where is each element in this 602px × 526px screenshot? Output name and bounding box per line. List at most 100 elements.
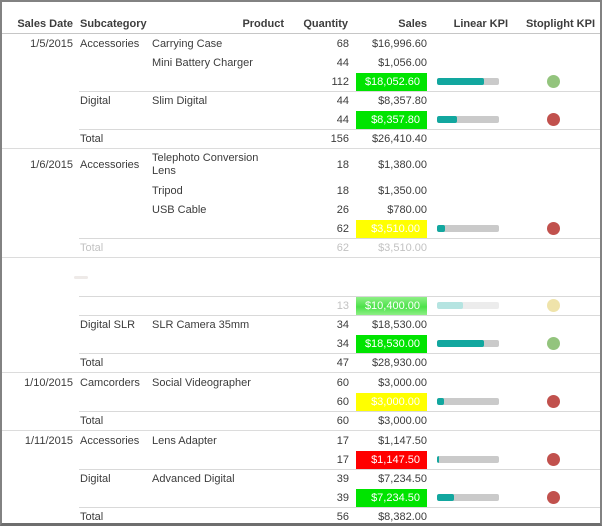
linear-kpi-gauge — [437, 78, 499, 85]
cell-sales: $18,052.60 — [352, 72, 434, 91]
cell-quantity: 18 — [336, 159, 349, 171]
cell-quantity: 34 — [336, 337, 349, 350]
table-row: Total 62 $3,510.00 — [2, 238, 600, 257]
cell-quantity: 44 — [336, 94, 349, 107]
cell-stoplight-kpi — [516, 299, 600, 312]
cell-quantity: 62 — [336, 241, 349, 254]
cell-linear-kpi — [434, 456, 516, 463]
linear-kpi-fill — [437, 456, 440, 463]
table-row: 34 $18,530.00 — [2, 334, 600, 353]
cell-sales-date: 1/10/2015 — [24, 376, 73, 389]
cell-product: Lens Adapter — [152, 434, 217, 447]
cell-subcategory: Accessories — [80, 37, 140, 50]
linear-kpi-gauge — [437, 340, 499, 347]
stoplight-red-indicator — [546, 113, 560, 126]
cell-linear-kpi — [434, 398, 516, 405]
cell-sales-date: 1/5/2015 — [30, 37, 73, 50]
linear-kpi-gauge — [437, 494, 499, 501]
cell-sales: $8,382.00 — [378, 510, 427, 523]
table-row: 1/6/2015 Accessories Telephoto Conversion … — [2, 148, 600, 181]
linear-kpi-fill — [437, 340, 484, 347]
cell-quantity: 156 — [330, 132, 349, 145]
table-row: Total 156 $26,410.40 — [2, 129, 600, 148]
cell-quantity: 60 — [336, 395, 349, 408]
cell-quantity: 39 — [336, 472, 349, 485]
cell-sales: $18,530.00 — [352, 334, 434, 353]
cell-quantity: 26 — [336, 203, 349, 216]
cell-stoplight-kpi — [516, 395, 600, 408]
table-row: 112 $18,052.60 — [2, 72, 600, 91]
cell-product: Mini Battery Charger — [152, 56, 253, 69]
cell-linear-kpi — [434, 340, 516, 347]
table-row: Total 56 $8,382.00 — [2, 507, 600, 523]
column-header-quantity: Quantity — [303, 18, 348, 30]
column-header-linear-kpi: Linear KPI — [453, 18, 508, 30]
linear-kpi-fill — [437, 78, 484, 85]
table-row: Tripod 18 $1,350.00 — [2, 181, 600, 200]
cell-quantity: 17 — [336, 434, 349, 447]
cell-quantity: 62 — [336, 222, 349, 235]
cell-quantity: 56 — [336, 510, 349, 523]
cell-product: Carrying Case — [152, 37, 223, 50]
cell-sales: $10,400.00 — [352, 296, 434, 315]
cell-sales: $7,234.50 — [378, 472, 427, 485]
cell-quantity: 13 — [336, 299, 349, 312]
cell-product: Slim Digital — [152, 94, 208, 107]
cell-sales: $780.00 — [387, 203, 427, 216]
table-row: 13 $10,400.00 — [2, 296, 600, 315]
cell-quantity: 47 — [336, 356, 349, 369]
cell-quantity: 18 — [336, 184, 349, 197]
cell-stoplight-kpi — [516, 222, 600, 235]
cell-quantity: 68 — [336, 37, 349, 50]
cell-subcategory: Total — [80, 241, 104, 254]
table-row: Total 60 $3,000.00 — [2, 411, 600, 430]
table-row — [2, 257, 600, 296]
cell-sales: $3,510.00 — [378, 241, 427, 254]
stoplight-red-indicator — [546, 222, 560, 235]
cell-subcategory: Camcorders — [80, 376, 140, 389]
cell-sales: $3,000.00 — [352, 392, 434, 411]
linear-kpi-fill — [437, 225, 446, 232]
cell-stoplight-kpi — [516, 113, 600, 126]
table-row: 1/10/2015 Camcorders Social Videographer 60… — [2, 372, 600, 392]
cell-linear-kpi — [434, 494, 516, 501]
cell-sales-date: 1/6/2015 — [30, 159, 73, 171]
cell-linear-kpi — [434, 302, 516, 309]
cell-subcategory: Total — [80, 510, 104, 523]
sales-kpi-cell: $8,357.80 — [356, 110, 427, 129]
linear-kpi-gauge — [437, 398, 499, 405]
cell-sales: $1,147.50 — [352, 450, 434, 469]
table-row: 1/11/2015 Accessories Lens Adapter 17 $1,147… — [2, 430, 600, 450]
cell-sales: $1,147.50 — [378, 434, 427, 447]
linear-kpi-gauge — [437, 302, 499, 309]
sales-kpi-cell: $7,234.50 — [356, 488, 427, 507]
table-row: Digital Slim Digital 44 $8,357.80 — [2, 91, 600, 110]
cell-subcategory: Digital SLR — [80, 318, 136, 331]
cell-linear-kpi — [434, 78, 516, 85]
table-row: 60 $3,000.00 — [2, 392, 600, 411]
linear-kpi-fill — [437, 116, 458, 123]
cell-subcategory: Accessories — [80, 159, 140, 171]
cell-sales: $28,930.00 — [371, 356, 427, 369]
cell-subcategory: Digital — [80, 472, 111, 485]
cell-stoplight-kpi — [516, 491, 600, 504]
cell-product: Social Videographer — [152, 376, 251, 389]
cell-quantity: 34 — [336, 318, 349, 331]
sales-kpi-cell: $18,052.60 — [356, 72, 427, 91]
sales-kpi-cell: $18,530.00 — [356, 334, 427, 353]
cell-sales: $3,510.00 — [352, 219, 434, 238]
cell-sales-date: 1/11/2015 — [24, 434, 73, 447]
table-header-row: Sales Date Subcategory Product Quantity … — [2, 8, 600, 34]
cell-sales: $1,056.00 — [378, 56, 427, 69]
table-row: Digital SLR SLR Camera 35mm 34 $18,530.00 — [2, 315, 600, 334]
stoplight-red-indicator — [546, 395, 560, 408]
stoplight-red-indicator — [546, 453, 560, 466]
cell-sales: $26,410.40 — [371, 132, 427, 145]
table-row: 39 $7,234.50 — [2, 488, 600, 507]
stoplight-yellow-indicator — [546, 299, 560, 312]
cell-product: Telephoto Conversion Lens — [152, 152, 259, 177]
linear-kpi-fill — [437, 494, 455, 501]
cell-sales: $1,380.00 — [378, 159, 427, 171]
column-header-stoplight-kpi: Stoplight KPI — [525, 18, 595, 30]
